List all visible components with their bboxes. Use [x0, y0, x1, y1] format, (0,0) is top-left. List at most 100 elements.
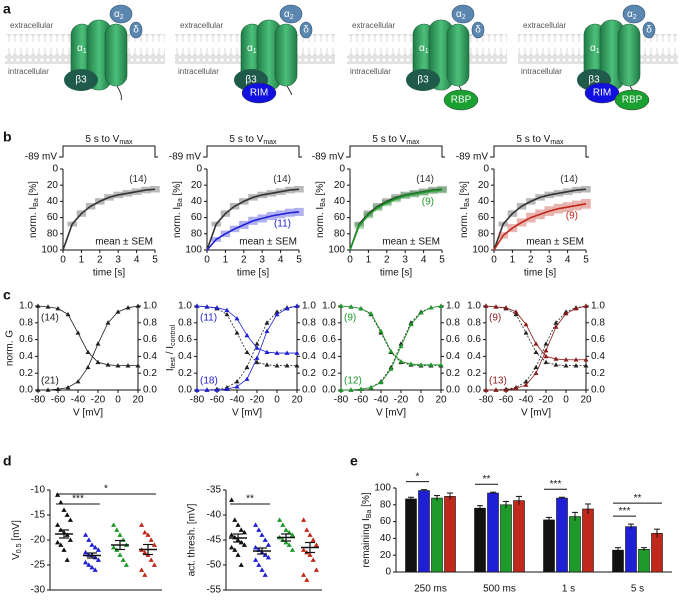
alpha2-label-part: 2	[462, 14, 466, 21]
y-tick-label: 60	[380, 516, 392, 527]
y-tick-label: 80	[334, 228, 346, 239]
data-point	[274, 363, 280, 368]
data-point	[264, 320, 270, 325]
data-point	[85, 364, 91, 370]
data-point	[139, 567, 145, 572]
x-axis-title: time [s]	[524, 268, 556, 279]
data-point	[204, 387, 210, 392]
step-label-part: max	[263, 139, 277, 146]
alpha1-label-part: 1	[253, 48, 257, 55]
x-axis-title: V [mV]	[232, 408, 262, 419]
y-tick-label: 0	[196, 164, 202, 175]
alpha2-subunit	[279, 4, 303, 24]
y-tick-label: 1.0	[322, 301, 336, 312]
x-tick-label: 0	[563, 395, 569, 406]
y-tick-label: 0.4	[19, 351, 33, 362]
x-tick-label: 2	[528, 255, 534, 266]
data-point	[513, 311, 519, 317]
data-point	[583, 363, 589, 368]
data-point	[368, 311, 374, 316]
significance-label: ***	[619, 506, 631, 517]
alpha2-label: α2	[627, 9, 637, 22]
data-point	[105, 320, 111, 325]
y-tick-label: 0.6	[19, 334, 33, 345]
data-point	[117, 532, 123, 537]
data-point	[573, 306, 579, 311]
data-point	[214, 387, 220, 392]
y-axis-title-part: test	[170, 357, 177, 368]
x-tick-label: -80	[190, 395, 205, 406]
alpha2-subunit	[451, 4, 475, 24]
alpha1-label-part: 1	[425, 48, 429, 55]
data-point	[234, 330, 240, 335]
y-tick-label: 0.6	[178, 334, 192, 345]
data-point	[307, 532, 313, 537]
chart: -80 -60 -40 -20 0 20 V [mV] 0.0 0.2 0.4 0.6 0.8 1.0 0…	[467, 301, 605, 419]
data-point	[244, 349, 250, 354]
y-tick-label: 0.4	[302, 351, 316, 362]
step-label-part: 5 s to V	[85, 134, 119, 145]
y-tick-label: 0.4	[143, 351, 157, 362]
y-tick-label: 0	[339, 164, 345, 175]
x-tick-label: 3	[546, 255, 552, 266]
data-point	[583, 357, 589, 362]
delta-label: δ	[646, 25, 652, 36]
data-point	[67, 537, 73, 542]
y-tick-label: 0.4	[467, 351, 481, 362]
n-label: (14)	[41, 313, 59, 324]
step-label: 5 s to Vmax	[85, 134, 133, 147]
data-point	[513, 385, 519, 391]
y-axis-title: Itest / Icontrol	[165, 324, 178, 371]
y-axis-title-part: norm. I	[315, 207, 326, 238]
note: mean ± SEM	[382, 237, 440, 248]
y-tick-label: 60	[47, 212, 59, 223]
data-point	[148, 537, 154, 542]
data-point	[280, 522, 286, 527]
x-tick-label: 0	[274, 395, 280, 406]
x-tick-label: -40	[230, 395, 245, 406]
data-point	[573, 357, 579, 362]
alpha2-label: α2	[284, 9, 294, 22]
data-point	[553, 324, 559, 329]
data-point	[368, 384, 374, 390]
data-point	[92, 567, 98, 572]
data-point	[553, 362, 559, 367]
y-tick-label: 0.2	[302, 368, 316, 379]
data-point	[378, 379, 384, 385]
y-tick-label: 0	[52, 164, 58, 175]
x-tick-label: 0	[115, 395, 121, 406]
data-point	[114, 527, 120, 532]
y-axis-title-part: norm. I	[459, 207, 470, 238]
y-axis-title-part: V	[11, 553, 22, 560]
y-tick-label: 20	[334, 180, 346, 191]
bar	[651, 533, 663, 573]
y-tick-label: 0.0	[302, 385, 316, 396]
data-point	[553, 320, 559, 325]
data-point	[145, 532, 151, 537]
data-point	[95, 341, 101, 346]
y-axis-title: norm. IBa [%]	[28, 181, 41, 238]
partner-protein	[443, 89, 479, 111]
step-label-part: 5 s to V	[229, 134, 263, 145]
beta3-subunit	[64, 69, 98, 91]
y-tick-label: 40	[380, 533, 392, 544]
x-tick-label: 5	[296, 255, 302, 266]
data-point	[358, 306, 364, 311]
n-label: (9)	[422, 197, 434, 208]
data-point	[265, 542, 271, 547]
x-tick-label: -60	[499, 395, 514, 406]
data-point	[283, 539, 289, 545]
y-tick-label: -15	[31, 510, 46, 521]
data-point	[234, 316, 240, 321]
data-point	[254, 345, 260, 350]
data-point	[543, 341, 549, 346]
x-axis-title: time [s]	[380, 268, 412, 279]
y-tick-label: 20	[380, 550, 392, 561]
y-axis-title: V0.5 [mV]	[11, 520, 24, 560]
alpha2-label-part: 2	[290, 14, 294, 21]
